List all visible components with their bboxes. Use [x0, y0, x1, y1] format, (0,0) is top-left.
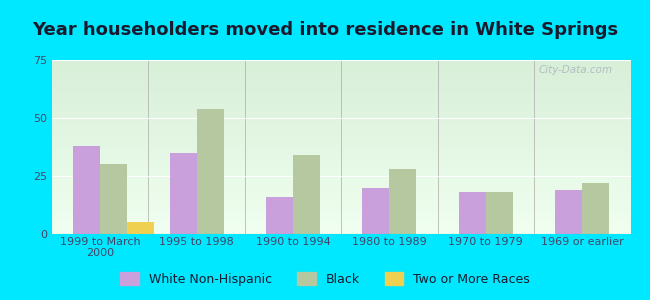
- Bar: [127, 222, 154, 234]
- Bar: [73, 146, 100, 234]
- Bar: [555, 190, 582, 234]
- Legend: White Non-Hispanic, Black, Two or More Races: White Non-Hispanic, Black, Two or More R…: [115, 267, 535, 291]
- Bar: [363, 188, 389, 234]
- Bar: [459, 192, 486, 234]
- Bar: [389, 169, 417, 234]
- Bar: [266, 197, 293, 234]
- Bar: [100, 164, 127, 234]
- Bar: [582, 183, 609, 234]
- Text: Year householders moved into residence in White Springs: Year householders moved into residence i…: [32, 21, 618, 39]
- Bar: [196, 109, 224, 234]
- Bar: [486, 192, 513, 234]
- Bar: [293, 155, 320, 234]
- Text: City-Data.com: City-Data.com: [539, 65, 613, 75]
- Bar: [170, 153, 196, 234]
